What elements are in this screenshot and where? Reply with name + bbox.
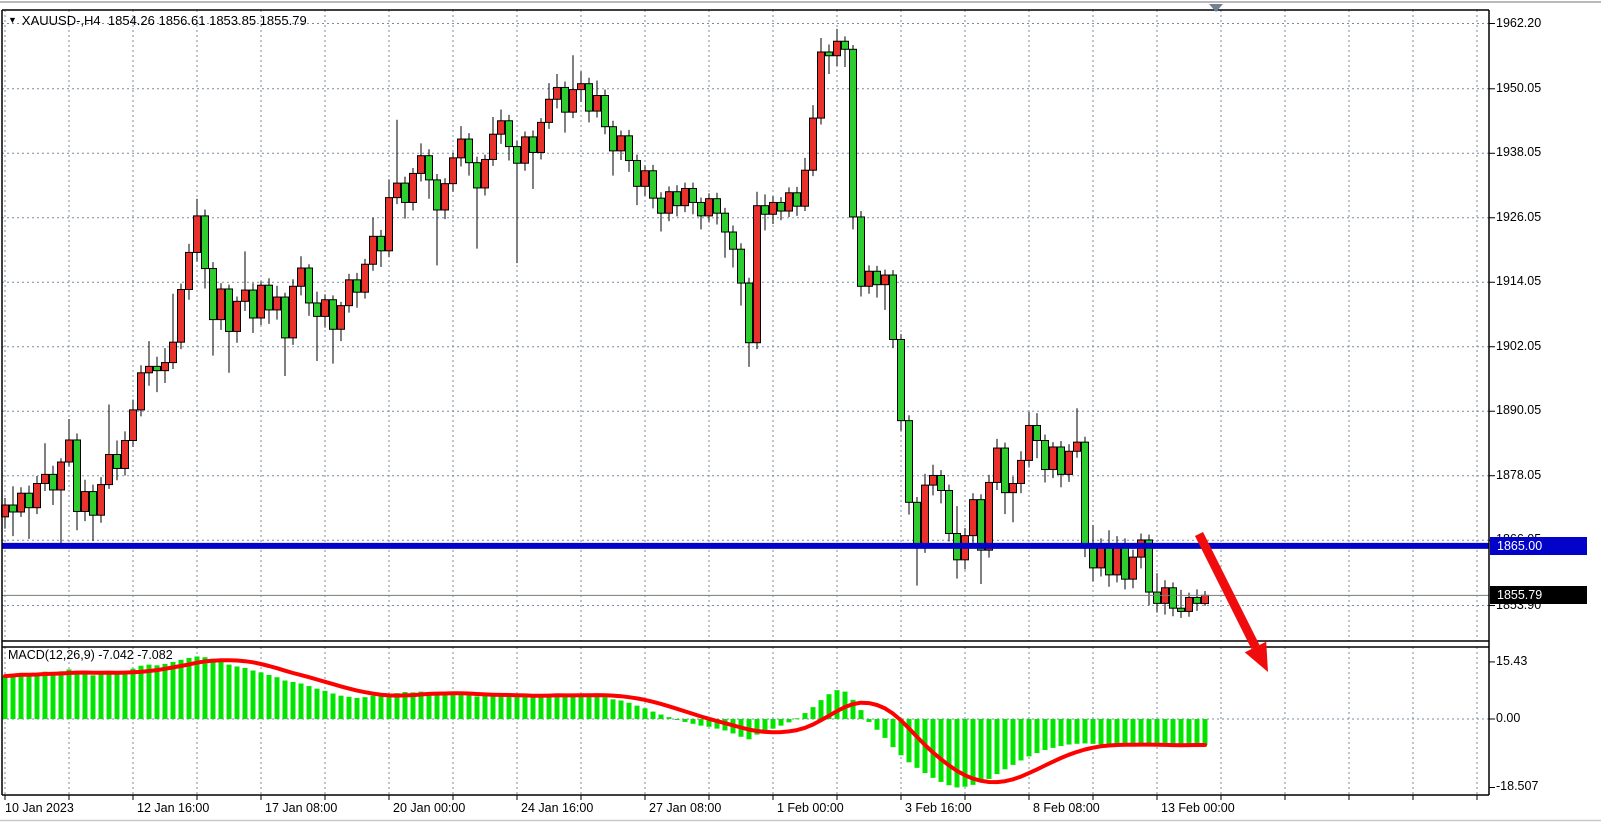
symbol-ohlc-text: XAUUSD-,H4 1854.26 1856.61 1853.85 1855.… (21, 13, 307, 28)
last-price-tag: 1855.79 (1490, 586, 1587, 604)
horizontal-support-line (2, 542, 1489, 549)
price-axis-label: 1914.05 (1496, 274, 1542, 289)
time-axis-label: 10 Jan 2023 (5, 801, 74, 815)
macd-axis-label: 15.43 (1496, 653, 1528, 668)
macd-axis-label: 0.00 (1496, 711, 1521, 725)
time-axis-label: 13 Feb 00:00 (1161, 801, 1235, 815)
price-axis-label: 1926.05 (1496, 209, 1542, 224)
chart-shift-marker-icon[interactable] (1209, 4, 1223, 12)
hline-price-tag: 1865.00 (1490, 537, 1587, 555)
time-axis-label: 20 Jan 00:00 (393, 801, 466, 815)
symbol-dropdown-icon[interactable]: ▼ (8, 15, 17, 25)
pane-borders (1, 9, 1495, 800)
price-axis-label: 1902.05 (1496, 338, 1542, 353)
time-axis-label: 12 Jan 16:00 (137, 801, 210, 815)
price-axis-label: 1950.05 (1496, 80, 1542, 95)
macd-axis-label: -18.507 (1496, 779, 1539, 794)
time-axis-label: 1 Feb 00:00 (777, 801, 844, 815)
time-axis-label: 24 Jan 16:00 (521, 801, 594, 815)
time-axis-label: 3 Feb 16:00 (905, 801, 972, 815)
time-axis-label: 8 Feb 08:00 (1033, 801, 1100, 815)
chart-title: ▼ XAUUSD-,H4 1854.26 1856.61 1853.85 1855… (8, 13, 307, 28)
bearish-arrow-annotation (1194, 531, 1268, 672)
price-axis-label: 1938.05 (1496, 145, 1542, 160)
price-axis-label: 1878.05 (1496, 467, 1542, 482)
price-axis-label: 1962.20 (1496, 15, 1542, 30)
time-axis-label: 17 Jan 08:00 (265, 801, 338, 815)
candles (1, 28, 1209, 618)
price-axis-label: 1890.05 (1496, 403, 1542, 418)
macd-signal-line (3, 658, 1207, 785)
macd-histogram (2, 656, 1208, 788)
macd-indicator-label: MACD(12,26,9) -7.042 -7.082 (8, 648, 173, 662)
time-axis-label: 27 Jan 08:00 (649, 801, 722, 815)
gridlines (2, 10, 1489, 795)
